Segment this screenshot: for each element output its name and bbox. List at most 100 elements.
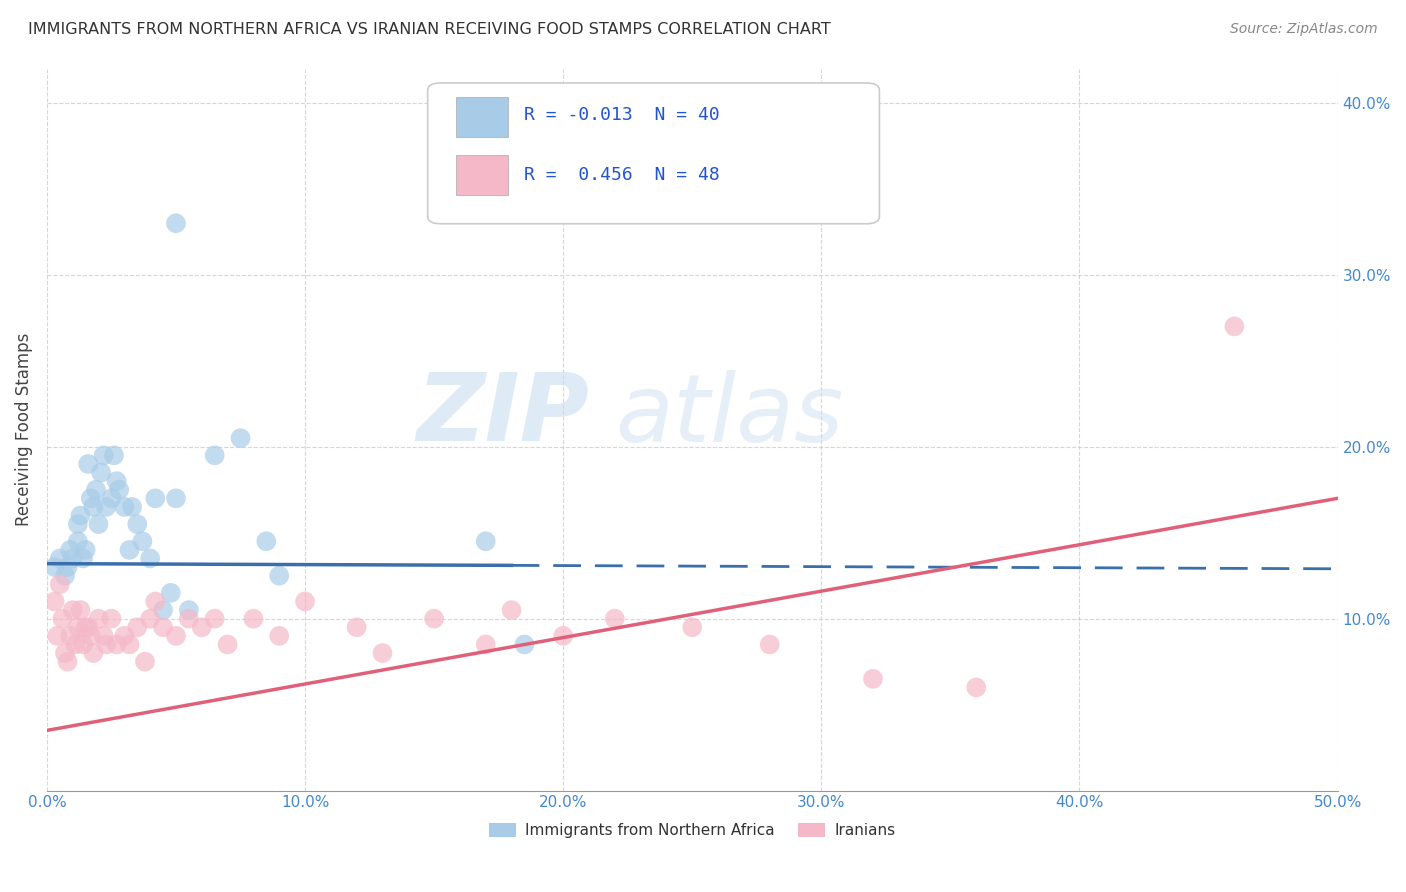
- Point: [69, 603, 91, 617]
- Point: [66, 534, 89, 549]
- Point: [93, 629, 115, 643]
- Point: [108, 483, 131, 497]
- Point: [72, 637, 94, 651]
- Point: [77, 457, 100, 471]
- Point: [127, 620, 149, 634]
- Point: [474, 534, 496, 549]
- Point: [269, 629, 291, 643]
- Point: [46, 629, 69, 643]
- Point: [254, 534, 277, 549]
- Point: [65, 637, 87, 651]
- Point: [177, 603, 200, 617]
- Point: [553, 629, 575, 643]
- Point: [105, 637, 128, 651]
- Point: [965, 681, 987, 695]
- Point: [112, 629, 135, 643]
- Point: [1223, 319, 1246, 334]
- Point: [105, 474, 128, 488]
- Point: [346, 620, 368, 634]
- Text: IMMIGRANTS FROM NORTHERN AFRICA VS IRANIAN RECEIVING FOOD STAMPS CORRELATION CHA: IMMIGRANTS FROM NORTHERN AFRICA VS IRANI…: [28, 22, 831, 37]
- Point: [152, 603, 174, 617]
- Point: [474, 637, 496, 651]
- Point: [53, 568, 76, 582]
- Point: [143, 594, 166, 608]
- Point: [96, 500, 118, 514]
- Point: [82, 646, 104, 660]
- Point: [269, 568, 291, 582]
- Point: [159, 586, 181, 600]
- Point: [139, 551, 162, 566]
- Text: R =  0.456  N = 48: R = 0.456 N = 48: [524, 166, 720, 184]
- Point: [118, 542, 141, 557]
- Point: [56, 560, 79, 574]
- Point: [49, 577, 72, 591]
- Point: [513, 637, 536, 651]
- Point: [603, 612, 626, 626]
- Point: [204, 612, 226, 626]
- Point: [131, 534, 153, 549]
- Point: [77, 620, 100, 634]
- Point: [49, 551, 72, 566]
- Point: [127, 517, 149, 532]
- Point: [69, 508, 91, 523]
- Point: [100, 491, 122, 506]
- Point: [229, 431, 252, 445]
- Point: [56, 655, 79, 669]
- Point: [139, 612, 162, 626]
- Point: [53, 646, 76, 660]
- Point: [75, 542, 97, 557]
- Point: [217, 637, 239, 651]
- Point: [75, 620, 97, 634]
- Text: ZIP: ZIP: [416, 369, 589, 461]
- Text: Source: ZipAtlas.com: Source: ZipAtlas.com: [1230, 22, 1378, 37]
- Point: [59, 542, 82, 557]
- Point: [177, 612, 200, 626]
- Point: [66, 620, 89, 634]
- Point: [96, 637, 118, 651]
- Point: [72, 551, 94, 566]
- Point: [84, 483, 107, 497]
- Point: [134, 655, 156, 669]
- Text: atlas: atlas: [614, 369, 844, 460]
- Point: [165, 216, 187, 230]
- Point: [93, 448, 115, 462]
- Point: [165, 491, 187, 506]
- Point: [371, 646, 394, 660]
- FancyBboxPatch shape: [456, 97, 508, 137]
- Point: [103, 448, 125, 462]
- Point: [80, 491, 103, 506]
- Point: [90, 466, 112, 480]
- FancyBboxPatch shape: [456, 155, 508, 194]
- Text: R = -0.013  N = 40: R = -0.013 N = 40: [524, 106, 720, 124]
- Point: [112, 500, 135, 514]
- Point: [44, 560, 66, 574]
- Point: [59, 629, 82, 643]
- Point: [242, 612, 264, 626]
- Point: [165, 629, 187, 643]
- Y-axis label: Receiving Food Stamps: Receiving Food Stamps: [15, 333, 32, 526]
- FancyBboxPatch shape: [427, 83, 879, 224]
- Point: [501, 603, 523, 617]
- Point: [82, 500, 104, 514]
- Point: [423, 612, 446, 626]
- Point: [87, 612, 110, 626]
- Point: [204, 448, 226, 462]
- Point: [758, 637, 780, 651]
- Point: [152, 620, 174, 634]
- Point: [681, 620, 703, 634]
- Point: [118, 637, 141, 651]
- Legend: Immigrants from Northern Africa, Iranians: Immigrants from Northern Africa, Iranian…: [482, 817, 901, 845]
- Point: [80, 629, 103, 643]
- Point: [87, 517, 110, 532]
- Point: [121, 500, 143, 514]
- Point: [62, 551, 84, 566]
- Point: [294, 594, 316, 608]
- Point: [862, 672, 884, 686]
- Point: [191, 620, 214, 634]
- Point: [100, 612, 122, 626]
- Point: [143, 491, 166, 506]
- Point: [62, 603, 84, 617]
- Point: [51, 612, 73, 626]
- Point: [44, 594, 66, 608]
- Point: [66, 517, 89, 532]
